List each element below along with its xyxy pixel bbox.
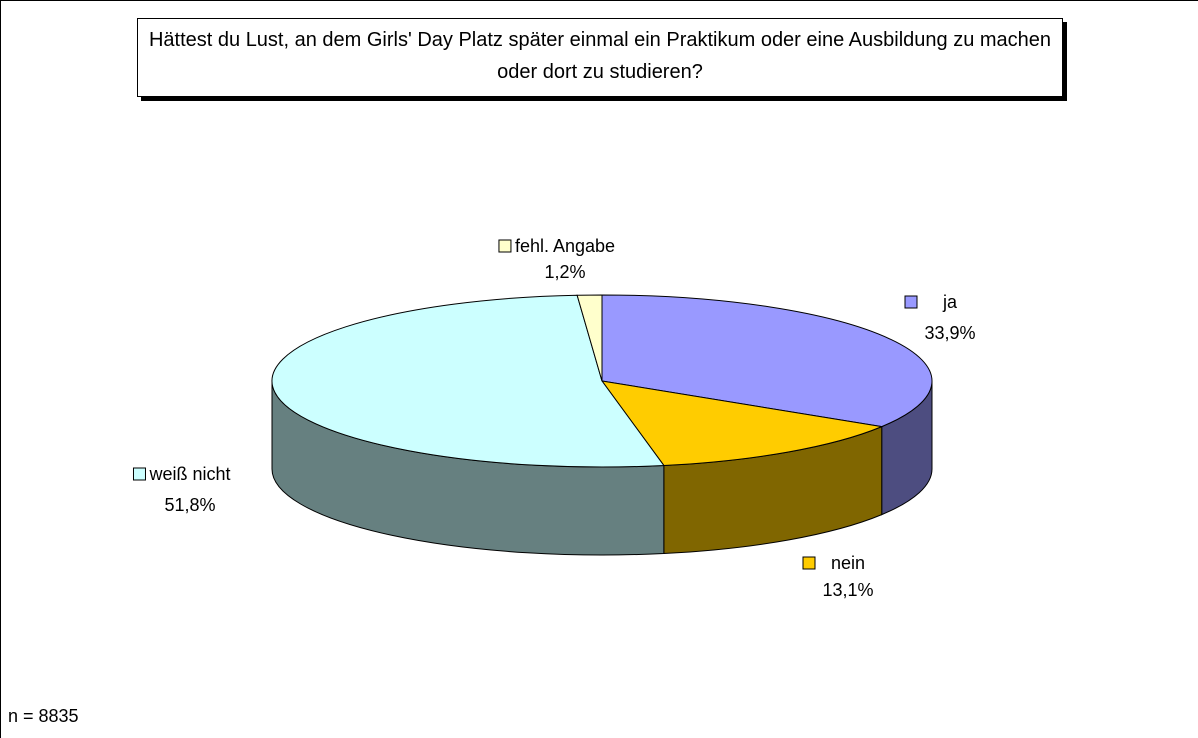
slice-label: fehl. Angabe bbox=[515, 236, 615, 256]
pie-slice bbox=[601, 294, 933, 428]
legend-swatch bbox=[802, 556, 816, 570]
value-label: 51,8% bbox=[164, 495, 215, 515]
annotation: n = 8835 bbox=[8, 706, 79, 726]
pie-slice bbox=[600, 380, 884, 466]
slice-label: weiß nicht bbox=[148, 464, 230, 484]
legend-swatch bbox=[132, 467, 146, 481]
chart-title: Hättest du Lust, an dem Girls' Day Platz… bbox=[137, 18, 1063, 97]
value-label: 33,9% bbox=[924, 323, 975, 343]
legend-swatch bbox=[904, 295, 918, 309]
value-label: 13,1% bbox=[822, 580, 873, 600]
pie-slice bbox=[576, 294, 603, 382]
slice-label: ja bbox=[942, 292, 958, 312]
slice-label: nein bbox=[831, 553, 865, 573]
pie-slice bbox=[271, 294, 665, 468]
value-label: 1,2% bbox=[544, 262, 585, 282]
legend-swatch bbox=[498, 239, 512, 253]
